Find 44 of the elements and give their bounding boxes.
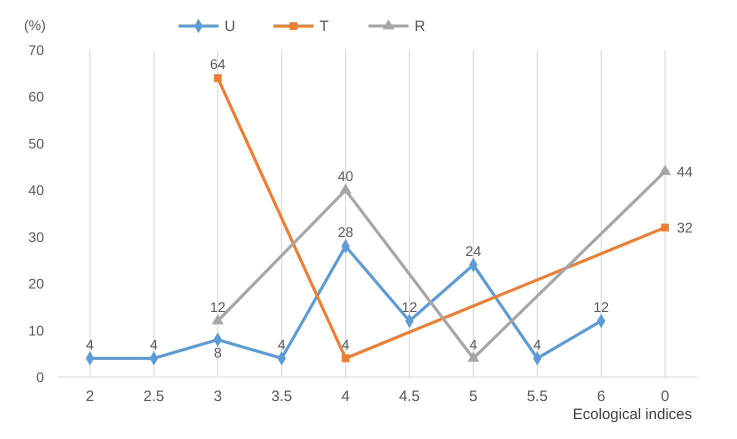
y-tick-label: 60 (28, 88, 44, 105)
data-label: 12 (210, 298, 226, 315)
point (661, 224, 669, 232)
data-label: 40 (338, 168, 354, 184)
point (214, 74, 222, 82)
y-tick-label: 20 (28, 276, 44, 292)
x-tick-label: 0 (660, 388, 670, 405)
y-tick-label: 10 (28, 322, 44, 338)
x-tick-label: 3.5 (271, 388, 292, 405)
data-label: 64 (210, 56, 226, 72)
x-tick-label: 6 (596, 388, 606, 405)
data-label: 12 (593, 298, 610, 315)
data-label: 4 (150, 336, 158, 352)
point (340, 183, 352, 194)
data-label: 4 (278, 336, 286, 352)
data-label: 28 (338, 224, 354, 240)
data-label: 8 (214, 344, 222, 361)
data-label: 4 (342, 336, 350, 352)
y-tick-label: 70 (28, 42, 44, 58)
data-label: 4 (86, 336, 94, 352)
x-tick-label: 2.5 (143, 388, 164, 405)
y-tick-label: 30 (28, 228, 44, 245)
data-label: 32 (677, 220, 693, 236)
y-axis-title: (%) (24, 17, 46, 33)
x-tick-label: 5 (469, 388, 478, 405)
x-tick-label: 4.5 (399, 388, 420, 405)
legend-label: T (320, 18, 329, 35)
data-label: 4 (533, 336, 542, 352)
point (659, 164, 671, 175)
data-label: 12 (402, 298, 418, 315)
legend-label: U (224, 18, 236, 35)
x-tick-label: 5.5 (526, 388, 548, 405)
data-label: 4 (469, 336, 478, 352)
y-tick-label: 50 (28, 135, 44, 152)
point (342, 354, 350, 362)
x-axis-title: Ecological indices (572, 406, 692, 423)
x-tick-label: 2 (86, 388, 94, 405)
y-tick-label: 40 (28, 182, 44, 198)
y-tick-label: 0 (36, 369, 44, 385)
data-label: 24 (466, 242, 482, 259)
data-label: 44 (677, 163, 693, 180)
legend-label: R (414, 18, 426, 35)
x-tick-label: 3 (214, 388, 222, 405)
x-tick-label: 4 (341, 388, 350, 405)
